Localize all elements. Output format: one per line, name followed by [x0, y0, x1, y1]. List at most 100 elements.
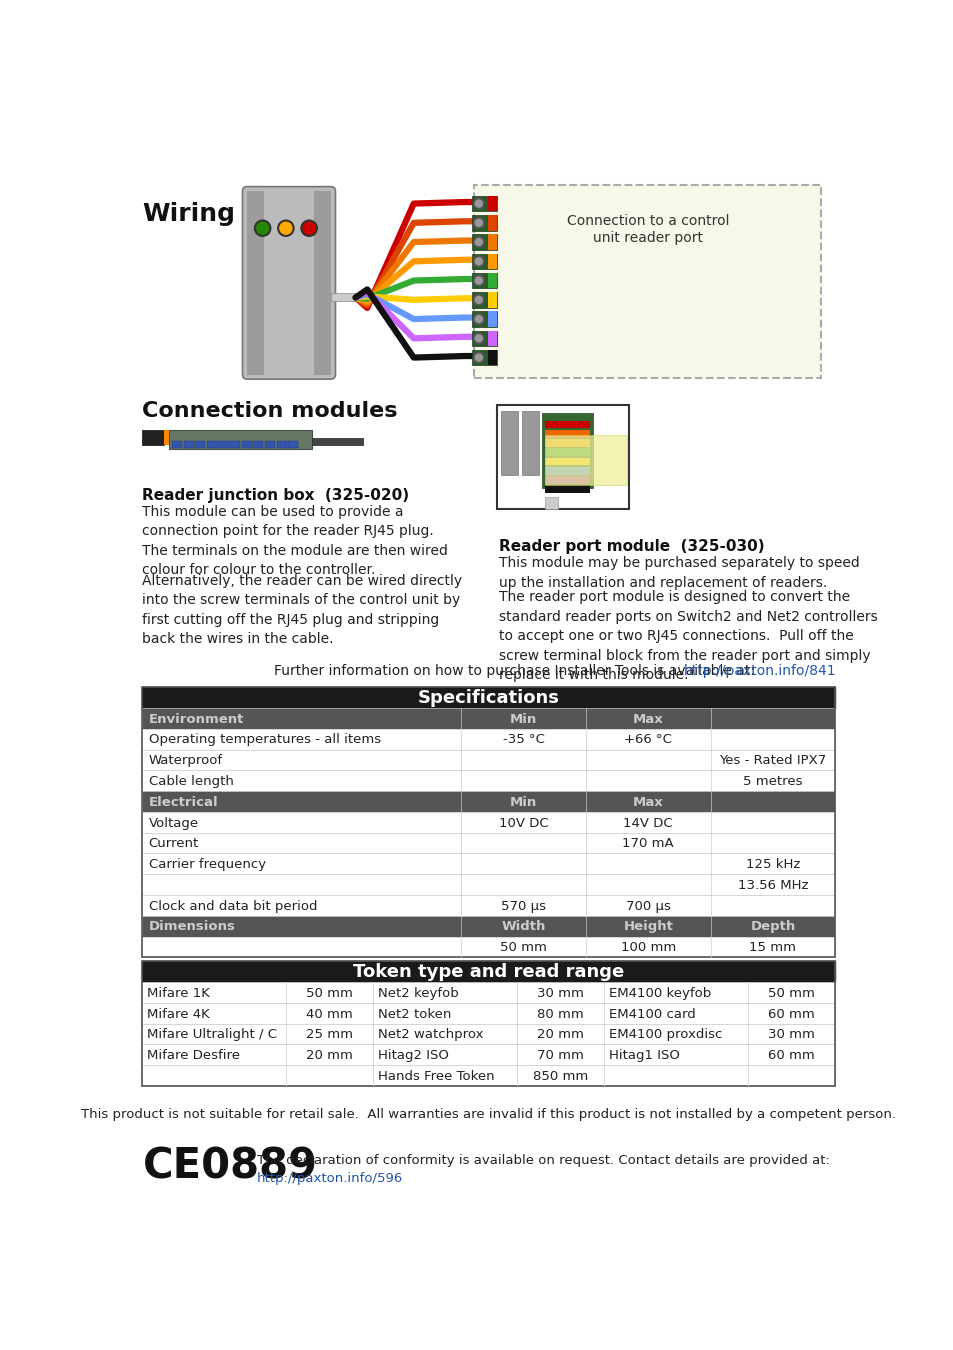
Bar: [169, 429, 312, 450]
Circle shape: [473, 256, 484, 267]
Bar: [142, 687, 835, 707]
Text: Height: Height: [622, 921, 673, 933]
Text: Hands Free Token: Hands Free Token: [377, 1071, 495, 1083]
Circle shape: [473, 333, 484, 344]
Bar: [142, 707, 835, 729]
Bar: [247, 192, 264, 374]
Text: Max: Max: [632, 713, 663, 725]
Circle shape: [475, 219, 482, 227]
Bar: [497, 405, 629, 509]
Bar: [545, 497, 558, 509]
Text: Connection modules: Connection modules: [142, 401, 397, 421]
Bar: [544, 467, 589, 475]
Bar: [472, 196, 497, 212]
Bar: [218, 440, 229, 448]
Bar: [472, 331, 497, 346]
Text: Connection to a control
unit reader port: Connection to a control unit reader port: [566, 215, 728, 244]
Bar: [142, 429, 164, 446]
Bar: [500, 412, 517, 475]
Text: 125 kHz: 125 kHz: [745, 859, 800, 871]
Bar: [488, 331, 497, 346]
Text: Clock and data bit period: Clock and data bit period: [149, 899, 316, 913]
Text: 80 mm: 80 mm: [537, 1007, 583, 1021]
Text: Electrical: Electrical: [149, 795, 218, 809]
Text: 100 mm: 100 mm: [620, 941, 675, 954]
Bar: [488, 254, 497, 269]
Bar: [488, 215, 497, 231]
Circle shape: [254, 220, 270, 236]
Bar: [545, 435, 626, 485]
Bar: [142, 1045, 835, 1065]
Text: 60 mm: 60 mm: [767, 1049, 814, 1062]
Bar: [265, 440, 274, 448]
Text: 70 mm: 70 mm: [537, 1049, 583, 1062]
Text: 170 mA: 170 mA: [621, 837, 674, 850]
Bar: [164, 429, 169, 446]
Text: 50 mm: 50 mm: [499, 941, 546, 954]
Text: 30 mm: 30 mm: [537, 987, 583, 1000]
Circle shape: [475, 354, 482, 360]
Bar: [472, 350, 497, 366]
Text: 15 mm: 15 mm: [749, 941, 796, 954]
Circle shape: [473, 275, 484, 286]
Circle shape: [475, 200, 482, 207]
Text: http://paxton.info/596: http://paxton.info/596: [257, 1172, 403, 1185]
Text: 50 mm: 50 mm: [306, 987, 353, 1000]
Text: -35 °C: -35 °C: [502, 733, 544, 747]
Text: Hitag1 ISO: Hitag1 ISO: [608, 1049, 679, 1062]
Bar: [544, 458, 589, 466]
Text: EM4100 card: EM4100 card: [608, 1007, 695, 1021]
FancyBboxPatch shape: [474, 185, 821, 378]
Bar: [472, 292, 497, 308]
Text: 10V DC: 10V DC: [498, 817, 548, 829]
Bar: [142, 811, 835, 833]
Text: Dimensions: Dimensions: [149, 921, 235, 933]
Bar: [195, 440, 205, 448]
Text: Hitag2 ISO: Hitag2 ISO: [377, 1049, 449, 1062]
Bar: [312, 439, 362, 446]
Circle shape: [301, 220, 316, 236]
Bar: [544, 486, 589, 493]
Bar: [331, 293, 355, 301]
Bar: [472, 254, 497, 269]
Text: Max: Max: [632, 795, 663, 809]
Text: 60 mm: 60 mm: [767, 1007, 814, 1021]
Text: Mifare Desfire: Mifare Desfire: [147, 1049, 240, 1062]
Text: +66 °C: +66 °C: [623, 733, 672, 747]
Bar: [142, 1003, 835, 1023]
Bar: [142, 833, 835, 853]
Text: Mifare 4K: Mifare 4K: [147, 1007, 210, 1021]
Text: Wiring: Wiring: [142, 202, 235, 225]
Bar: [142, 1065, 835, 1085]
Text: 20 mm: 20 mm: [306, 1049, 353, 1062]
Text: Min: Min: [510, 795, 537, 809]
Circle shape: [475, 335, 482, 342]
Text: 5 metres: 5 metres: [742, 775, 801, 788]
Bar: [230, 440, 240, 448]
Text: http://paxton.info/841: http://paxton.info/841: [682, 664, 835, 678]
Bar: [172, 440, 182, 448]
Text: Reader port module  (325-030): Reader port module (325-030): [498, 539, 763, 555]
Bar: [142, 961, 835, 1085]
Bar: [488, 292, 497, 308]
Bar: [488, 312, 497, 327]
Circle shape: [475, 316, 482, 323]
Bar: [288, 440, 298, 448]
Text: 30 mm: 30 mm: [767, 1029, 814, 1041]
Bar: [142, 915, 835, 937]
Text: 700 μs: 700 μs: [625, 899, 670, 913]
Bar: [142, 981, 835, 1003]
Text: Alternatively, the reader can be wired directly
into the screw terminals of the : Alternatively, the reader can be wired d…: [142, 574, 462, 647]
Text: The declaration of conformity is available on request. Contact details are provi: The declaration of conformity is availab…: [257, 1154, 829, 1166]
Circle shape: [473, 198, 484, 209]
Text: 14V DC: 14V DC: [623, 817, 673, 829]
Text: 850 mm: 850 mm: [533, 1071, 588, 1083]
Text: Voltage: Voltage: [149, 817, 198, 829]
Bar: [253, 440, 263, 448]
Bar: [314, 192, 331, 374]
Text: The reader port module is designed to convert the
standard reader ports on Switc: The reader port module is designed to co…: [498, 590, 877, 682]
Bar: [544, 439, 589, 447]
Text: Width: Width: [501, 921, 545, 933]
Bar: [142, 771, 835, 791]
Bar: [142, 895, 835, 915]
